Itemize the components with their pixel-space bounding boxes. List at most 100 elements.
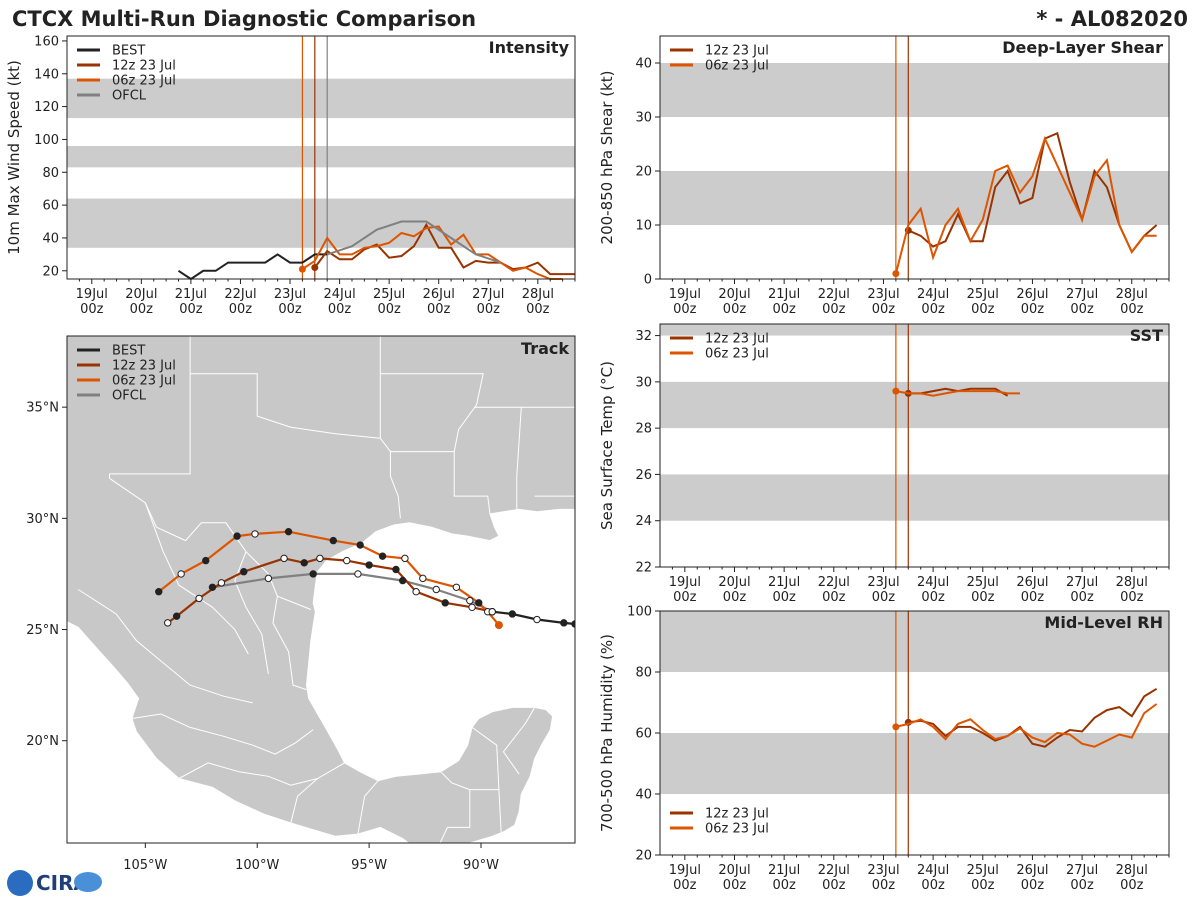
track-point-12z-23-jul	[172, 612, 181, 620]
sst-xtick-label: 22Jul	[818, 575, 850, 590]
track-point-ofcl	[398, 576, 407, 585]
shear-xtick-label-hour: 00z	[971, 302, 995, 317]
sst-ytick-label: 30	[635, 375, 652, 390]
sst-ytick-label: 24	[635, 514, 652, 529]
rh-xtick-label-hour: 00z	[1070, 878, 1094, 893]
intensity-band	[67, 146, 575, 168]
track-point-12z-23-jul	[412, 588, 420, 596]
track-point-12z-23-jul	[365, 561, 373, 569]
track-point-12z-23-jul	[164, 619, 172, 627]
shear-title: Deep-Layer Shear	[1002, 38, 1163, 57]
track-point-06z-23-jul	[329, 536, 338, 545]
intensity-xtick-label-hour: 00z	[278, 302, 302, 317]
sst-xtick-label-hour: 00z	[1021, 590, 1045, 605]
rh-xtick-label-hour: 00z	[921, 878, 945, 893]
track-point-best	[533, 615, 541, 624]
sst-series-start-point	[892, 387, 900, 395]
intensity-xtick-label-hour: 00z	[427, 302, 451, 317]
sst-xtick-label-hour: 00z	[673, 590, 697, 605]
rh-legend-label: 06z 23 Jul	[705, 822, 769, 837]
intensity-frame	[66, 35, 576, 280]
intensity-series-start-point	[311, 264, 319, 272]
rh-xtick-label: 19Jul	[669, 863, 701, 878]
political-border	[379, 336, 401, 519]
shear-legend-label: 06z 23 Jul	[705, 59, 769, 74]
sst-legend-label: 12z 23 Jul	[705, 332, 769, 347]
sst-xtick-label: 20Jul	[718, 575, 750, 590]
rh-band	[660, 733, 1169, 794]
track-point-ofcl	[466, 596, 474, 605]
track-point-12z-23-jul	[280, 554, 288, 563]
track-panel: 105°W 100°W 95°W 90°W 20°N 25°N 30°N 35°N Track B…	[26, 335, 576, 873]
intensity-title: Intensity	[489, 38, 570, 57]
track-xtick-label: 90°W	[463, 858, 499, 873]
shear-legend-label: 12z 23 Jul	[705, 44, 769, 59]
track-point-12z-23-jul	[195, 594, 203, 603]
track-map-layer	[67, 336, 575, 843]
track-point-12z-23-jul	[300, 559, 308, 567]
intensity-xtick-label: 26Jul	[423, 287, 455, 302]
sst-xtick-label: 21Jul	[768, 575, 800, 590]
political-border	[272, 596, 307, 691]
shear-ytick-label: 40	[635, 57, 652, 72]
rh-ylabel: 700-500 hPa Humidity (%)	[598, 634, 616, 832]
shear-xtick-label-hour: 00z	[872, 302, 896, 317]
sst-xtick-label-hour: 00z	[971, 590, 995, 605]
sst-xtick-label-hour: 00z	[772, 590, 796, 605]
shear-xtick-label: 26Jul	[1016, 287, 1048, 302]
track-point-12z-23-jul	[316, 554, 324, 563]
track-point-ofcl	[264, 574, 273, 583]
sst-band	[660, 324, 1169, 336]
track-point-ofcl	[208, 583, 217, 591]
rh-xtick-label: 27Jul	[1066, 863, 1098, 878]
track-legend-label: 12z 23 Jul	[112, 359, 176, 374]
track-ytick-label: 25°N	[26, 623, 59, 638]
track-ofcl	[212, 572, 493, 613]
political-border	[440, 771, 470, 791]
track-point-06z-23-jul	[155, 588, 163, 596]
shear-ytick-label: 0	[644, 273, 652, 288]
sst-frame	[659, 323, 1170, 568]
figure-title: CTCX Multi-Run Diagnostic Comparison	[12, 7, 476, 31]
rh-xtick-label: 21Jul	[768, 863, 800, 878]
shear-ytick-label: 20	[635, 165, 652, 180]
rh-panel: 2040608010019Jul00z20Jul00z21Jul00z22Jul…	[598, 605, 1170, 893]
shear-xtick-label: 27Jul	[1066, 287, 1098, 302]
shear-ylabel: 200-850 hPa Shear (kt)	[598, 71, 616, 245]
intensity-series-ofcl	[326, 220, 502, 264]
rh-xtick-label-hour: 00z	[673, 878, 697, 893]
intensity-ytick-label: 40	[42, 231, 59, 246]
shear-xtick-label-hour: 00z	[921, 302, 945, 317]
shear-xtick-label: 21Jul	[768, 287, 800, 302]
track-xtick-label: 95°W	[351, 858, 387, 873]
rh-band	[660, 611, 1169, 672]
political-border	[234, 551, 269, 675]
intensity-xtick-label-hour: 00z	[477, 302, 501, 317]
intensity-band	[67, 198, 575, 248]
track-legend-label: 06z 23 Jul	[112, 374, 176, 389]
rh-ytick-label: 40	[635, 788, 652, 803]
sst-xtick-label-hour: 00z	[1070, 590, 1094, 605]
political-border	[516, 407, 522, 510]
intensity-legend-label: OFCL	[112, 89, 147, 104]
sst-legend-label: 06z 23 Jul	[705, 347, 769, 362]
shear-xtick-label: 25Jul	[967, 287, 999, 302]
sst-xtick-label: 23Jul	[867, 575, 899, 590]
sst-ytick-label: 28	[635, 422, 652, 437]
intensity-xtick-label-hour: 00z	[80, 302, 104, 317]
rh-xtick-label: 24Jul	[917, 863, 949, 878]
track-point-12z-23-jul	[217, 579, 226, 587]
rh-xtick-label: 23Jul	[867, 863, 899, 878]
rh-xtick-label-hour: 00z	[723, 878, 747, 893]
intensity-xtick-label-hour: 00z	[328, 302, 352, 317]
shear-band	[660, 63, 1169, 117]
cira-logo: CIRA	[7, 870, 102, 896]
sst-ytick-label: 22	[635, 561, 652, 576]
sst-ylabel: Sea Surface Temp (°C)	[598, 361, 616, 530]
shear-xtick-label: 19Jul	[669, 287, 701, 302]
shear-xtick-label-hour: 00z	[1120, 302, 1144, 317]
sst-ytick-label: 32	[635, 329, 652, 344]
political-border	[109, 373, 191, 479]
track-ytick-label: 30°N	[26, 512, 59, 527]
rh-xtick-label-hour: 00z	[772, 878, 796, 893]
